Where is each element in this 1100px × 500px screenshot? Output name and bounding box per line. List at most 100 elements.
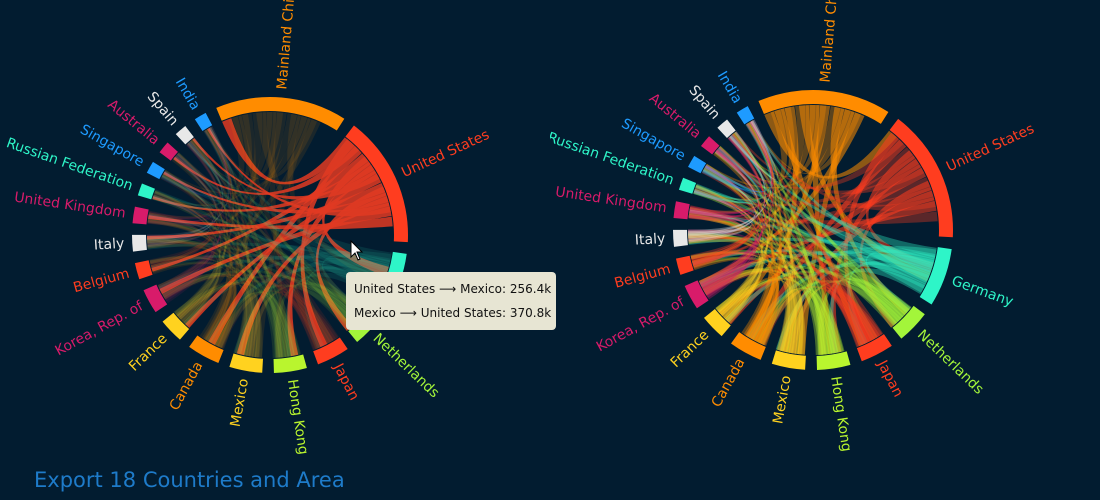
ribbon-hong-kong-mexico[interactable] [780,291,829,355]
arc-japan[interactable] [856,334,892,362]
ribbon-france-australia[interactable] [716,148,769,323]
ribbon-mainland-china-australia[interactable] [716,107,795,182]
ribbon-united-kingdom-spain[interactable] [688,136,764,219]
arc-india[interactable] [194,112,213,131]
ribbon-mexico-spain[interactable] [731,133,798,354]
ribbon-singapore-spain[interactable] [163,141,225,198]
ribbon-netherlands-italy[interactable] [688,234,908,318]
ribbon-japan-spain[interactable] [731,133,884,338]
ribbon-france-belgium[interactable] [691,252,763,321]
ribbon-netherlands-spain[interactable] [731,133,910,315]
arc-australia[interactable] [700,136,720,155]
arc-united-kingdom[interactable] [673,201,690,220]
ribbon-korea-rep-of-russian-federation[interactable] [693,189,757,294]
ribbon-canada-korea-rep-of[interactable] [161,272,232,343]
ribbon-mainland-china-australia[interactable] [174,113,253,188]
ribbon-hong-kong-canada[interactable] [209,291,301,356]
ribbon-japan-france[interactable] [719,275,883,338]
arc-mexico[interactable] [771,350,806,370]
ribbon-korea-rep-of-australia[interactable] [163,156,221,302]
ribbon-france-korea-rep-of[interactable] [698,261,762,313]
ribbon-mainland-china-italy[interactable] [147,113,298,249]
ribbon-mainland-china-spain[interactable] [186,112,284,183]
ribbon-belgium-united-kingdom[interactable] [689,205,753,263]
ribbon-mainland-china-india[interactable] [750,111,861,175]
ribbon-united-kingdom-spain[interactable] [147,143,221,224]
ribbon-united-states-united-kingdom[interactable] [689,209,938,225]
ribbon-mainland-china-singapore[interactable] [705,108,851,189]
ribbon-japan-france[interactable] [177,280,339,342]
ribbon-korea-rep-of-italy[interactable] [147,234,213,294]
ribbon-netherlands-italy[interactable] [147,239,363,321]
ribbon-mainland-china-canada[interactable] [745,106,799,339]
ribbon-united-kingdom-australia[interactable] [689,149,760,214]
ribbon-france-belgium[interactable] [150,257,221,325]
ribbon-germany-belgium[interactable] [151,254,383,293]
ribbon-united-states-france[interactable] [185,173,382,328]
ribbon-united-kingdom-singapore[interactable] [689,164,756,218]
ribbon-mainland-china-india[interactable] [208,117,318,180]
ribbon-japan-india[interactable] [746,122,876,342]
ribbon-japan-hong-kong[interactable] [818,289,864,355]
ribbon-mainland-china-spain[interactable] [728,105,827,178]
ribbon-germany-france[interactable] [724,246,937,323]
arc-korea-rep-of[interactable] [684,280,709,309]
ribbon-mainland-china-italy[interactable] [688,106,841,244]
ribbon-hong-kong-mexico[interactable] [238,295,286,358]
ribbon-mexico-canada[interactable] [215,293,261,358]
ribbon-netherlands-japan[interactable] [304,283,357,344]
ribbon-korea-rep-of-italy[interactable] [688,229,755,290]
ribbon-united-kingdom-australia[interactable] [148,156,217,220]
arc-canada[interactable] [189,335,224,363]
arc-mainland-china[interactable] [216,97,345,131]
ribbon-italy-russian-federation[interactable] [688,190,753,243]
ribbon-united-states-france[interactable] [726,167,927,325]
ribbon-italy-united-kingdom[interactable] [688,209,751,235]
ribbon-united-states-korea-rep-of[interactable] [700,200,937,290]
ribbon-canada-france[interactable] [717,277,780,344]
ribbon-hong-kong-canada[interactable] [751,287,844,353]
ribbon-germany-spain[interactable] [186,142,392,263]
ribbon-japan-spain[interactable] [189,140,340,341]
ribbon-united-kingdom-singapore[interactable] [147,170,214,223]
ribbon-spain-india[interactable] [187,127,236,186]
ribbon-united-kingdom-russian-federation[interactable] [147,195,211,227]
ribbon-united-states-australia[interactable] [173,143,360,195]
ribbon-netherlands-canada[interactable] [214,284,355,349]
ribbon-russian-federation-australia[interactable] [694,146,761,204]
ribbon-united-states-russian-federation[interactable] [152,161,375,212]
arc-russian-federation[interactable] [678,177,697,194]
ribbon-mainland-china-france[interactable] [182,112,287,325]
ribbon-spain-india[interactable] [729,120,779,180]
ribbon-mexico-korea-rep-of[interactable] [162,274,248,355]
arc-italy[interactable] [131,234,147,252]
ribbon-france-spain[interactable] [178,142,228,322]
ribbon-korea-rep-of-singapore[interactable] [158,170,217,292]
ribbon-hong-kong-belgium[interactable] [151,261,298,357]
arc-singapore[interactable] [688,155,707,174]
ribbon-mainland-china-united-kingdom[interactable] [148,116,245,219]
ribbon-netherlands-australia[interactable] [177,152,356,329]
ribbon-germany-singapore[interactable] [163,170,390,273]
ribbon-mainland-china-hong-kong[interactable] [266,112,293,358]
ribbon-netherlands-australia[interactable] [718,145,900,326]
ribbon-japan-australia[interactable] [176,152,327,348]
ribbon-germany-belgium[interactable] [692,249,928,289]
ribbon-france-korea-rep-of[interactable] [157,265,220,317]
ribbon-mexico-canada[interactable] [757,288,804,355]
ribbon-korea-rep-of-india[interactable] [698,120,774,287]
arc-netherlands[interactable] [892,305,925,339]
arc-france[interactable] [703,309,731,337]
ribbon-united-states-canada[interactable] [208,146,362,345]
ribbon-hong-kong-spain[interactable] [733,131,836,355]
arc-belgium[interactable] [134,260,153,280]
ribbon-france-singapore[interactable] [164,169,222,319]
ribbon-germany-russian-federation[interactable] [152,195,382,297]
ribbon-japan-hong-kong[interactable] [275,293,320,358]
ribbon-italy-united-kingdom[interactable] [147,214,209,240]
arc-australia[interactable] [159,142,178,161]
ribbon-united-states-germany[interactable] [865,150,934,272]
ribbon-singapore-spain[interactable] [704,135,767,193]
ribbon-belgium-united-kingdom[interactable] [148,210,211,268]
ribbon-netherlands-france[interactable] [718,270,910,316]
